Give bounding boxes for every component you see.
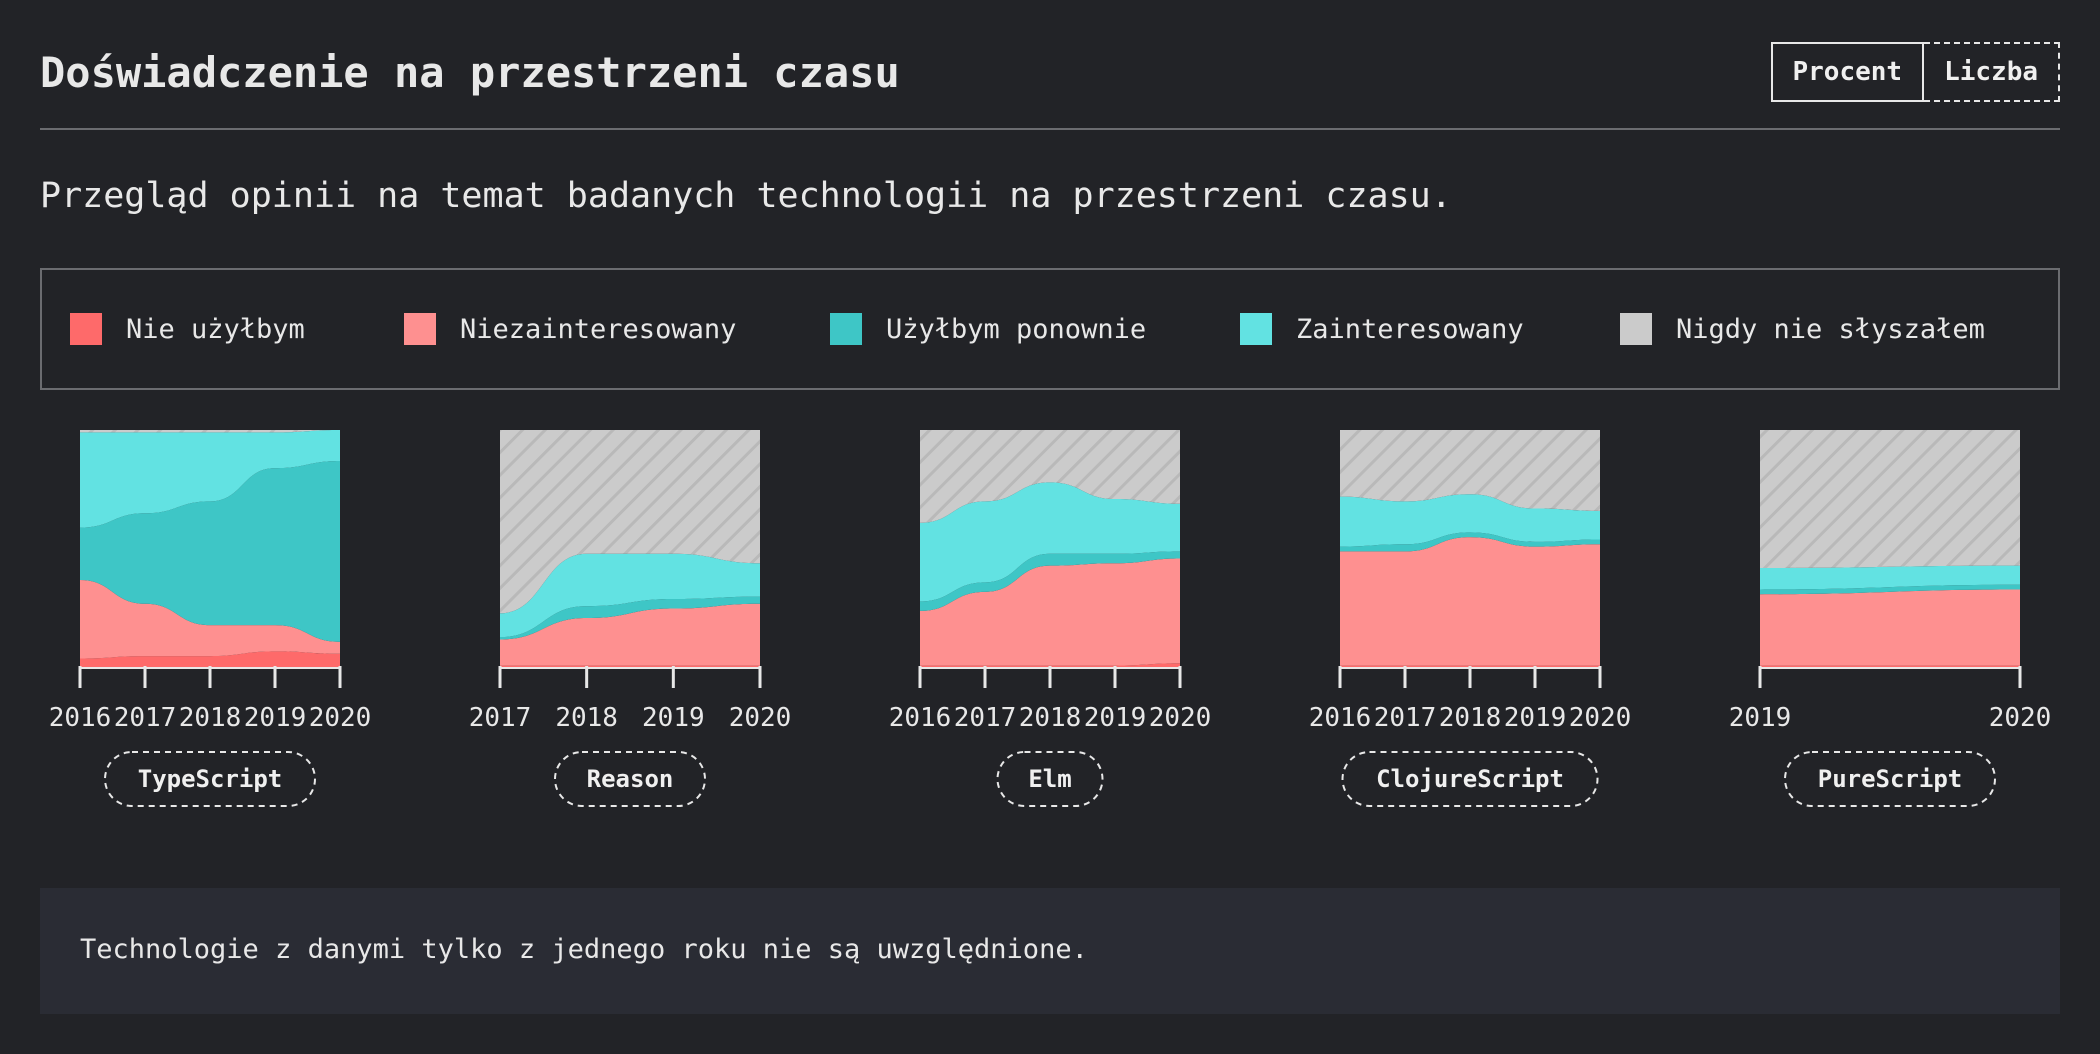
chart-reason: 2017 2018 2019 2020 Reason	[469, 430, 792, 807]
x-tick-label: 2019	[1084, 703, 1147, 733]
x-tick-label: 2020	[309, 703, 372, 733]
page-title: Doświadczenie na przestrzeni czasu	[40, 48, 900, 97]
chart-elm: 2016 2017 2018 2019 2020 Elm	[889, 430, 1212, 807]
technology-label: ClojureScript	[1376, 765, 1564, 793]
area-reason-series-2[interactable]	[500, 596, 760, 640]
legend-label: Zainteresowany	[1296, 313, 1524, 345]
footnote-box: Technologie z danymi tylko z jednego rok…	[40, 888, 2060, 1014]
area-reason-series-1[interactable]	[500, 603, 760, 666]
x-tick-label: 2017	[1374, 703, 1437, 733]
legend-item-would-not-use[interactable]: Nie użyłbym	[70, 312, 305, 346]
area-purescript-series-4[interactable]	[1760, 430, 2020, 569]
x-tick-label: 2017	[469, 703, 532, 733]
chart-typescript: 2016 2017 2018 2019 2020 TypeScript	[49, 430, 372, 807]
unit-toggle: Procent Liczba	[1770, 42, 2060, 102]
page-header: Doświadczenie na przestrzeni czasu Proce…	[40, 40, 2060, 130]
area-purescript-series-2[interactable]	[1760, 584, 2020, 595]
x-tick-label: 2016	[49, 703, 112, 733]
footnote-text: Technologie z danymi tylko z jednego rok…	[80, 934, 1088, 965]
legend-label: Nigdy nie słyszałem	[1676, 313, 1985, 345]
area-elm-series-3[interactable]	[920, 482, 1180, 602]
legend-item-not-interested[interactable]: Niezainteresowany	[404, 312, 736, 346]
legend-swatch	[1620, 313, 1652, 345]
percent-toggle-button[interactable]: Procent	[1770, 42, 1925, 102]
x-tick-label: 2020	[1989, 703, 2052, 733]
technology-label-pill[interactable]	[1341, 751, 1599, 807]
technology-label: Reason	[587, 765, 674, 793]
x-tick-label: 2020	[729, 703, 792, 733]
x-tick-label: 2019	[244, 703, 307, 733]
legend-label: Nie użyłbym	[126, 313, 305, 345]
technology-label: TypeScript	[138, 765, 283, 793]
legend-label: Niezainteresowany	[460, 313, 737, 345]
x-tick-label: 2018	[1439, 703, 1502, 733]
x-tick-label: 2017	[954, 703, 1017, 733]
legend-swatch	[404, 313, 436, 345]
area-elm-series-2[interactable]	[920, 551, 1180, 611]
legend-label: Użyłbym ponownie	[886, 313, 1147, 345]
chart-purescript: 2019 2020 PureScript	[1729, 430, 2052, 807]
x-tick-label: 2016	[1309, 703, 1372, 733]
x-tick-label: 2018	[179, 703, 242, 733]
area-typescript-series-2[interactable]	[80, 460, 340, 642]
area-reason-series-4[interactable]	[500, 430, 760, 614]
area-reason-series-3[interactable]	[500, 553, 760, 638]
technology-label-pill[interactable]	[996, 751, 1104, 807]
area-typescript-series-4[interactable]	[80, 430, 340, 433]
x-tick-label: 2020	[1569, 703, 1632, 733]
chart-legend: Nie użyłbym Niezainteresowany Użyłbym po…	[40, 268, 2060, 390]
area-elm-series-4[interactable]	[920, 430, 1180, 523]
area-clojurescript-series-4[interactable]	[1340, 430, 1600, 511]
x-tick-label: 2020	[1149, 703, 1212, 733]
x-tick-label: 2018	[555, 703, 618, 733]
technology-label-pill[interactable]	[104, 751, 316, 807]
legend-item-interested[interactable]: Zainteresowany	[1240, 312, 1524, 346]
technology-label-pill[interactable]	[1784, 751, 1996, 807]
x-tick-label: 2018	[1019, 703, 1082, 733]
area-clojurescript-series-3[interactable]	[1340, 494, 1600, 547]
x-tick-label: 2019	[1729, 703, 1792, 733]
count-toggle-button[interactable]: Liczba	[1924, 42, 2060, 102]
area-purescript-series-1[interactable]	[1760, 589, 2020, 666]
x-tick-label: 2019	[1504, 703, 1567, 733]
area-clojurescript-series-2[interactable]	[1340, 532, 1600, 552]
area-typescript-series-0[interactable]	[80, 651, 340, 668]
technology-label: Elm	[1028, 765, 1071, 793]
area-typescript-series-3[interactable]	[80, 430, 340, 528]
area-purescript-series-3[interactable]	[1760, 565, 2020, 590]
chart-clojurescript: 2016 2017 2018 2019 2020 ClojureScript	[1309, 430, 1632, 807]
legend-swatch	[830, 313, 862, 345]
legend-item-would-use-again[interactable]: Użyłbym ponownie	[830, 312, 1146, 346]
x-tick-label: 2019	[642, 703, 705, 733]
page-subtitle: Przegląd opinii na temat badanych techno…	[40, 176, 1452, 216]
technology-label-pill[interactable]	[554, 751, 706, 807]
area-elm-series-1[interactable]	[920, 558, 1180, 666]
legend-item-never-heard[interactable]: Nigdy nie słyszałem	[1620, 312, 1985, 346]
x-tick-label: 2016	[889, 703, 952, 733]
area-clojurescript-series-1[interactable]	[1340, 537, 1600, 666]
legend-swatch	[1240, 313, 1272, 345]
x-tick-label: 2017	[114, 703, 177, 733]
area-typescript-series-1[interactable]	[80, 579, 340, 659]
technology-label: PureScript	[1818, 765, 1963, 793]
legend-swatch	[70, 313, 102, 345]
